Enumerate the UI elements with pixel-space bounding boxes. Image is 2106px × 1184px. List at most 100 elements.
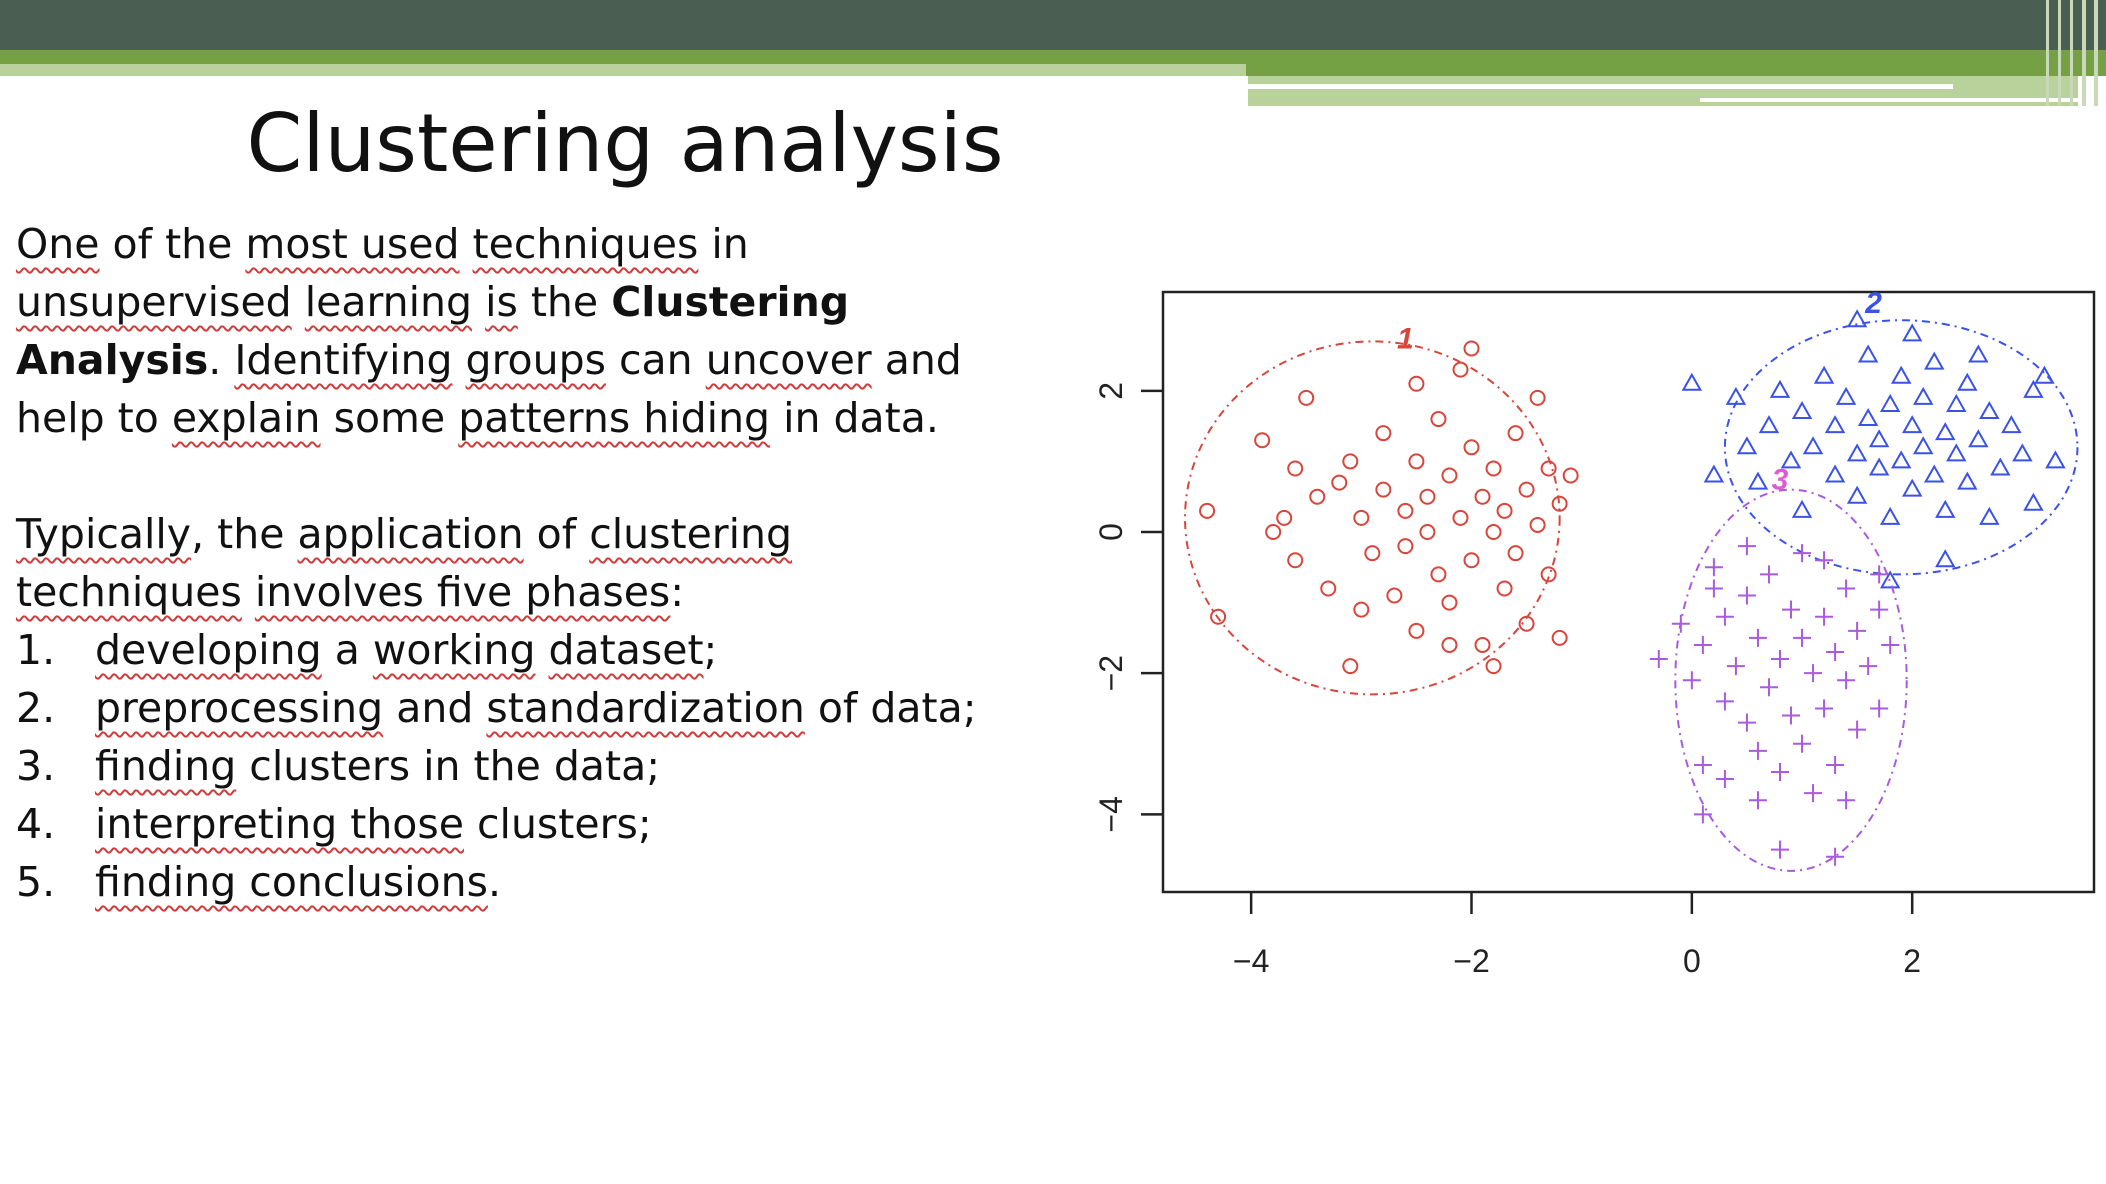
cluster3-point — [1793, 544, 1812, 563]
cluster1-point — [1562, 467, 1579, 484]
cluster1-point — [1474, 636, 1491, 653]
cluster1-point — [1375, 425, 1392, 442]
text-run: . — [487, 858, 502, 906]
cluster2-point — [2045, 450, 2066, 469]
phase-item: 2. preprocessing and standardization of d… — [16, 679, 1026, 737]
cluster1-point — [1518, 481, 1535, 498]
cluster1-point — [1419, 488, 1436, 505]
cluster1-point — [1529, 389, 1546, 406]
text-run — [242, 568, 255, 616]
cluster2-point — [1968, 344, 1989, 363]
spellcheck-word: unsupervised — [16, 278, 292, 326]
paragraph-gap — [16, 447, 1026, 505]
cluster1-point — [1518, 615, 1535, 632]
cluster3-point — [1815, 607, 1834, 626]
cluster3-point — [1737, 586, 1756, 605]
cluster1-point — [1320, 580, 1337, 597]
cluster-boundary — [1184, 340, 1561, 696]
phase-text: finding clusters in the data; — [95, 737, 660, 795]
cluster3-point — [1726, 657, 1745, 676]
banner-stripe — [2082, 0, 2086, 106]
cluster2-point — [1968, 429, 1989, 448]
cluster3-point — [1804, 664, 1823, 683]
spellcheck-word: learning — [304, 278, 473, 326]
cluster1-point — [1408, 622, 1425, 639]
phases-intro-paragraph: Typically, the application of clustering… — [16, 505, 1026, 621]
text-run: clusters in the data; — [236, 742, 661, 790]
plot-frame — [1161, 290, 2096, 894]
banner-stripe — [2070, 0, 2073, 106]
cluster-label: 3 — [1772, 464, 1789, 497]
cluster3-point — [1682, 671, 1701, 690]
cluster3-point — [1837, 671, 1856, 690]
spellcheck-word: dataset — [548, 626, 704, 674]
x-tick-label: 0 — [1683, 943, 1701, 979]
spellcheck-word: preprocessing — [95, 684, 384, 732]
cluster3-point — [1826, 847, 1845, 866]
cluster1-point — [1331, 474, 1348, 491]
cluster1-point — [1408, 375, 1425, 392]
spellcheck-word: is — [485, 278, 518, 326]
y-tick-label: −4 — [1093, 796, 1129, 832]
phase-number: 3. — [16, 742, 56, 790]
cluster3-point — [1748, 741, 1767, 760]
text-run: . — [208, 336, 235, 384]
cluster2-point — [2023, 492, 2044, 511]
cluster3-point — [1782, 706, 1801, 725]
cluster2-point — [1791, 499, 1813, 518]
cluster1-point — [1199, 502, 1216, 519]
cluster2-point — [2001, 415, 2022, 434]
text-run: of — [523, 510, 590, 558]
phase-item: 3. finding clusters in the data; — [16, 737, 1026, 795]
cluster2-point — [1747, 471, 1769, 490]
phase-item: 1. developing a working dataset; — [16, 621, 1026, 679]
cluster1-point — [1540, 566, 1557, 583]
text-run: and — [383, 684, 487, 732]
phase-item: 5. finding conclusions. — [16, 853, 1026, 911]
text-run — [292, 278, 305, 326]
cluster1-point — [1375, 481, 1392, 498]
cluster3-point — [1826, 643, 1845, 661]
cluster3-point — [1759, 678, 1778, 697]
cluster1-point — [1265, 524, 1282, 540]
cluster2-point — [2034, 365, 2055, 384]
y-tick-label: −2 — [1093, 655, 1129, 691]
cluster2-point — [1901, 478, 1923, 497]
cluster1-point — [1287, 460, 1304, 477]
text-run — [459, 220, 472, 268]
cluster-scatter-plot: −4 −2 0 2 −4 −2 0 2 1 2 3 — [1090, 270, 2106, 1010]
cluster1-point — [1463, 340, 1480, 357]
cluster2-point — [1868, 457, 1890, 476]
y-tick-label: 2 — [1093, 382, 1129, 400]
spellcheck-word: One — [16, 220, 100, 268]
cluster3-point — [1870, 565, 1889, 584]
cluster3-point — [1704, 558, 1723, 577]
cluster3-point — [1826, 755, 1845, 774]
spellcheck-word: working — [372, 626, 536, 674]
banner-stripe — [2094, 0, 2098, 106]
cluster1-point — [1441, 636, 1458, 653]
cluster2-point — [2012, 443, 2033, 462]
banner-white-line-2 — [1700, 98, 2080, 102]
x-tick-label: −2 — [1453, 943, 1489, 979]
cluster3-point — [1848, 621, 1867, 640]
cluster3-point — [1793, 734, 1812, 753]
banner-white-line — [1248, 84, 1953, 89]
cluster3-point — [1737, 537, 1756, 556]
cluster1-point — [1496, 502, 1513, 519]
cluster3-point — [1759, 565, 1778, 584]
cluster-label: 2 — [1864, 287, 1882, 320]
cluster3-point — [1770, 650, 1789, 669]
cluster2-point — [1868, 429, 1890, 448]
cluster2-point — [1879, 393, 1901, 412]
cluster3-point — [1671, 614, 1690, 633]
cluster1-point — [1507, 545, 1524, 562]
cluster2-point — [1725, 386, 1747, 405]
cluster1-point — [1353, 509, 1370, 526]
cluster2-point — [1957, 471, 1978, 490]
cluster1-point — [1342, 658, 1359, 675]
spellcheck-word: application — [297, 510, 524, 558]
cluster1-point — [1276, 509, 1293, 526]
spellcheck-word: interpreting those — [95, 800, 464, 848]
cluster3-point — [1837, 579, 1856, 598]
